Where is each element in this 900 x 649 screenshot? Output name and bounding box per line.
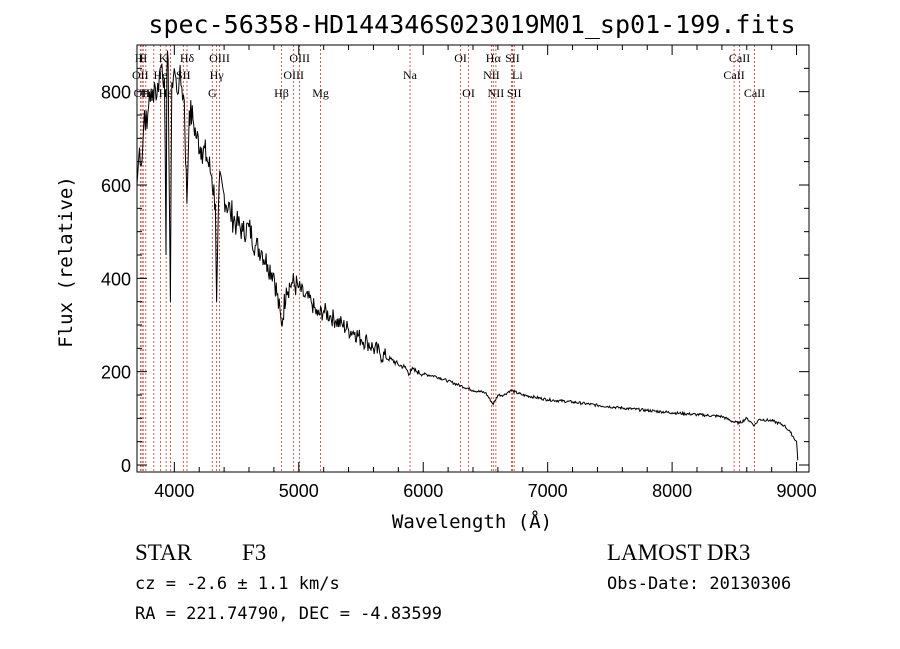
line-label-18: OI [454, 51, 467, 65]
spectrum-series-0 [136, 50, 799, 461]
line-label-7: OIII [209, 51, 230, 65]
line-label-25: SII [507, 86, 522, 100]
chart-title: spec-56358-HD144346S023019M01_sp01-199.f… [148, 10, 795, 39]
line-label-20: Hα [486, 51, 502, 65]
y-tick-label: 800 [101, 83, 131, 103]
x-tick-label: 6000 [403, 481, 443, 501]
line-markers [139, 45, 755, 472]
line-label-5: He [154, 68, 168, 82]
line-label-17: Na [403, 68, 418, 82]
obs-date: Obs-Date: 20130306 [607, 574, 792, 594]
x-tick-label: 4000 [154, 481, 194, 501]
line-label-27: CaII [723, 68, 744, 82]
survey-name: LAMOST DR3 [607, 540, 751, 565]
y-tick-label: 600 [101, 176, 131, 196]
line-label-21: NII [483, 68, 500, 82]
y-tick-label: 0 [121, 456, 131, 476]
x-tick-label: 9000 [777, 481, 817, 501]
line-label-9: G [208, 86, 217, 100]
line-label-26: CaII [729, 51, 750, 65]
x-tick-label: 8000 [652, 481, 692, 501]
object-subclass: F3 [242, 540, 267, 565]
x-axis-label: Wavelength (Å) [392, 510, 552, 533]
y-axis-label: Flux (relative) [55, 176, 77, 348]
object-class: STAR [135, 540, 192, 565]
line-label-22: NII [488, 86, 505, 100]
line-label-1: H [138, 51, 147, 65]
line-label-6: SII [176, 68, 191, 82]
series-group [136, 50, 799, 461]
line-label-14: OIII [283, 68, 304, 82]
y-tick-label: 200 [101, 363, 131, 383]
line-label-12: OII [134, 86, 151, 100]
line-label-8: Hγ [210, 68, 225, 82]
line-label-16: Mg [312, 86, 329, 100]
line-label-15: Hβ [274, 86, 289, 100]
line-label-13: OIII [289, 51, 310, 65]
x-tick-label: 5000 [279, 481, 319, 501]
line-label-2: K [159, 51, 168, 65]
line-label-23: SII [505, 51, 520, 65]
x-tick-label: 7000 [528, 481, 568, 501]
y-axis: 0 200 400 600 800 [101, 67, 809, 476]
redshift-text: cz = -2.6 ± 1.1 km/s [135, 574, 340, 594]
line-label-4: OII [132, 68, 149, 82]
line-label-0: H [135, 51, 144, 65]
x-axis: 4000 5000 6000 7000 8000 9000 [154, 45, 817, 501]
coordinates: RA = 221.74790, DEC = -4.83599 [135, 604, 443, 624]
plot-frame [136, 44, 810, 473]
y-tick-label: 400 [101, 269, 131, 289]
line-label-24: Li [512, 68, 523, 82]
line-label-10: Hε [159, 86, 173, 100]
line-label-3: Hδ [180, 51, 195, 65]
line-label-28: CaII [744, 86, 765, 100]
line-label-19: OI [462, 86, 475, 100]
